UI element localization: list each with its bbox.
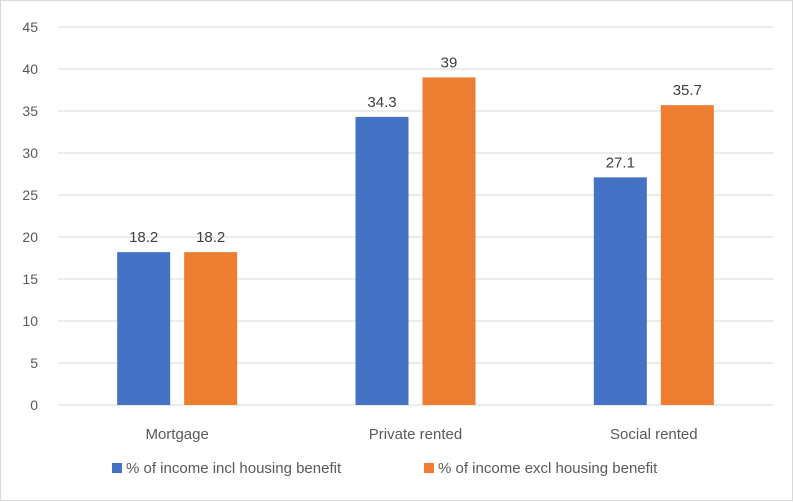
category-label-2: Social rented bbox=[610, 426, 698, 443]
legend-label-1: % of income excl housing benefit bbox=[438, 460, 658, 477]
y-tick-label-45: 45 bbox=[22, 19, 38, 35]
legend: % of income incl housing benefit % of inc… bbox=[112, 460, 658, 477]
data-label-1-0: 34.3 bbox=[367, 94, 396, 111]
y-axis-ticks: 0 5 10 15 20 25 30 35 40 45 bbox=[22, 19, 38, 413]
data-labels: 18.2 18.2 34.3 39 27.1 35.7 bbox=[129, 54, 702, 246]
bar-2-1 bbox=[660, 105, 714, 406]
data-label-2-1: 35.7 bbox=[673, 82, 702, 99]
data-label-0-0: 18.2 bbox=[129, 229, 158, 246]
x-axis-categories: Mortgage Private rented Social rented bbox=[145, 426, 697, 443]
y-tick-label-40: 40 bbox=[22, 61, 38, 77]
y-tick-label-0: 0 bbox=[30, 397, 38, 413]
bars bbox=[117, 77, 714, 406]
bar-1-1 bbox=[422, 77, 476, 406]
legend-label-0: % of income incl housing benefit bbox=[126, 460, 342, 477]
bar-0-1 bbox=[184, 252, 238, 405]
data-label-1-1: 39 bbox=[441, 54, 458, 71]
y-tick-label-20: 20 bbox=[22, 229, 38, 245]
y-tick-label-30: 30 bbox=[22, 145, 38, 161]
bar-1-0 bbox=[355, 116, 409, 405]
bar-2-0 bbox=[593, 177, 647, 405]
data-label-2-0: 27.1 bbox=[606, 154, 635, 171]
bar-0-0 bbox=[117, 252, 171, 405]
legend-swatch-0 bbox=[112, 463, 122, 473]
y-tick-label-35: 35 bbox=[22, 103, 38, 119]
y-tick-label-15: 15 bbox=[22, 271, 38, 287]
gridlines bbox=[58, 26, 773, 406]
category-label-1: Private rented bbox=[369, 426, 462, 443]
y-tick-label-10: 10 bbox=[22, 313, 38, 329]
y-tick-label-5: 5 bbox=[30, 355, 38, 371]
category-label-0: Mortgage bbox=[145, 426, 208, 443]
legend-swatch-1 bbox=[424, 463, 434, 473]
data-label-0-1: 18.2 bbox=[196, 229, 225, 246]
y-tick-label-25: 25 bbox=[22, 187, 38, 203]
